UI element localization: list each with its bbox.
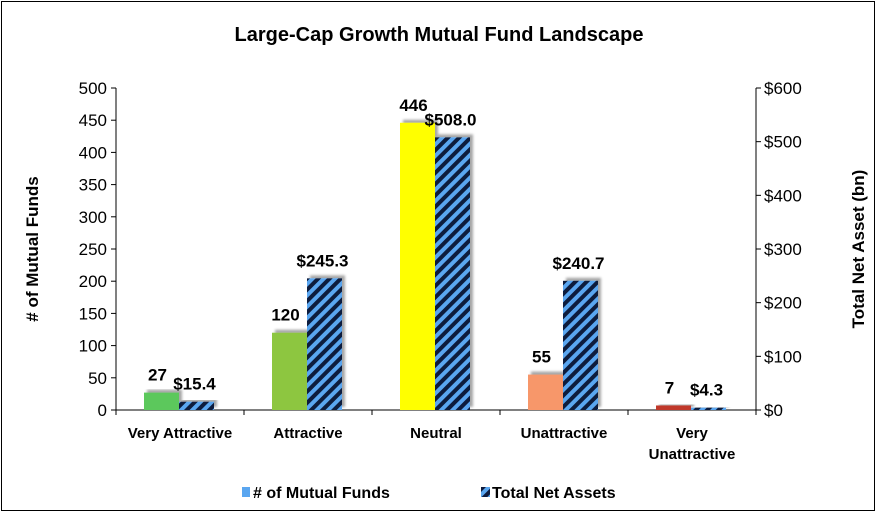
y-axis-right-ticks: $0 $100 $200 $300 $400 $500 $600 xyxy=(756,79,802,420)
y-left-tick-label: 500 xyxy=(79,79,107,98)
bar-mutual-funds xyxy=(272,332,307,410)
y-right-tick-label: $0 xyxy=(764,401,783,420)
value-label-total-net-assets: $15.4 xyxy=(173,375,216,394)
y-right-tick-label: $100 xyxy=(764,347,802,366)
y-left-tick-label: 400 xyxy=(79,143,107,162)
value-label-mutual-funds: 7 xyxy=(665,378,674,397)
y-left-tick-label: 250 xyxy=(79,240,107,259)
x-category-label: Neutral xyxy=(410,425,462,442)
value-label-total-net-assets: $4.3 xyxy=(690,381,723,400)
bar-mutual-funds xyxy=(528,374,563,410)
y-left-tick-label: 100 xyxy=(79,337,107,356)
value-label-mutual-funds: 446 xyxy=(399,96,427,115)
bars xyxy=(144,122,726,410)
y-left-tick-label: 300 xyxy=(79,208,107,227)
legend-swatch-mutual-funds xyxy=(242,487,250,497)
bar-total-net-assets xyxy=(307,278,342,410)
y-right-tick-label: $600 xyxy=(764,79,802,98)
x-category-label: Unattractive xyxy=(521,425,608,442)
y-left-tick-label: 150 xyxy=(79,304,107,323)
y-right-tick-label: $200 xyxy=(764,294,802,313)
bar-total-net-assets xyxy=(435,137,470,410)
bar-mutual-funds xyxy=(400,122,435,410)
x-category-label: Very xyxy=(676,425,708,442)
bar-total-net-assets xyxy=(179,401,214,410)
value-label-total-net-assets: $508.0 xyxy=(425,110,477,129)
y-axis-left-ticks: 0 50 100 150 200 250 300 350 400 450 500 xyxy=(79,79,116,420)
bar-mutual-funds xyxy=(144,392,179,410)
y-axis-left-label: # of Mutual Funds xyxy=(23,176,42,321)
chart-title: Large-Cap Growth Mutual Fund Landscape xyxy=(235,24,644,46)
x-category-label: Attractive xyxy=(273,425,342,442)
bar-total-net-assets xyxy=(691,407,726,410)
bar-value-labels: 27 $15.4 120 $245.3 446$508.0 55 $240.7 7 $4.3 xyxy=(148,96,723,400)
value-label-total-net-assets: $245.3 xyxy=(297,251,349,270)
value-label-mutual-funds: 120 xyxy=(271,306,299,325)
y-axis-right-label: Total Net Asset (bn) xyxy=(849,170,868,329)
y-right-tick-label: $400 xyxy=(764,186,802,205)
value-label-mutual-funds: 27 xyxy=(148,366,167,385)
y-left-tick-label: 0 xyxy=(98,401,107,420)
x-category-label: Unattractive xyxy=(649,446,736,463)
x-axis-category-labels: Very Attractive Attractive Neutral Unattrac… xyxy=(128,425,736,463)
legend-label-total-net-assets: Total Net Assets xyxy=(492,485,616,502)
x-category-label: Very Attractive xyxy=(128,425,233,442)
legend-swatch-total-net-assets xyxy=(481,487,490,497)
y-left-tick-label: 200 xyxy=(79,272,107,291)
y-right-tick-label: $300 xyxy=(764,240,802,259)
y-right-tick-label: $500 xyxy=(764,133,802,152)
bar-mutual-funds xyxy=(656,405,691,410)
y-left-tick-label: 450 xyxy=(79,111,107,130)
y-left-tick-label: 350 xyxy=(79,176,107,195)
value-label-mutual-funds: 55 xyxy=(532,348,551,367)
legend: # of Mutual Funds Total Net Assets xyxy=(242,485,616,502)
y-left-tick-label: 50 xyxy=(88,369,107,388)
legend-label-mutual-funds: # of Mutual Funds xyxy=(253,485,390,502)
value-label-total-net-assets: $240.7 xyxy=(553,254,605,273)
bar-total-net-assets xyxy=(563,280,598,410)
